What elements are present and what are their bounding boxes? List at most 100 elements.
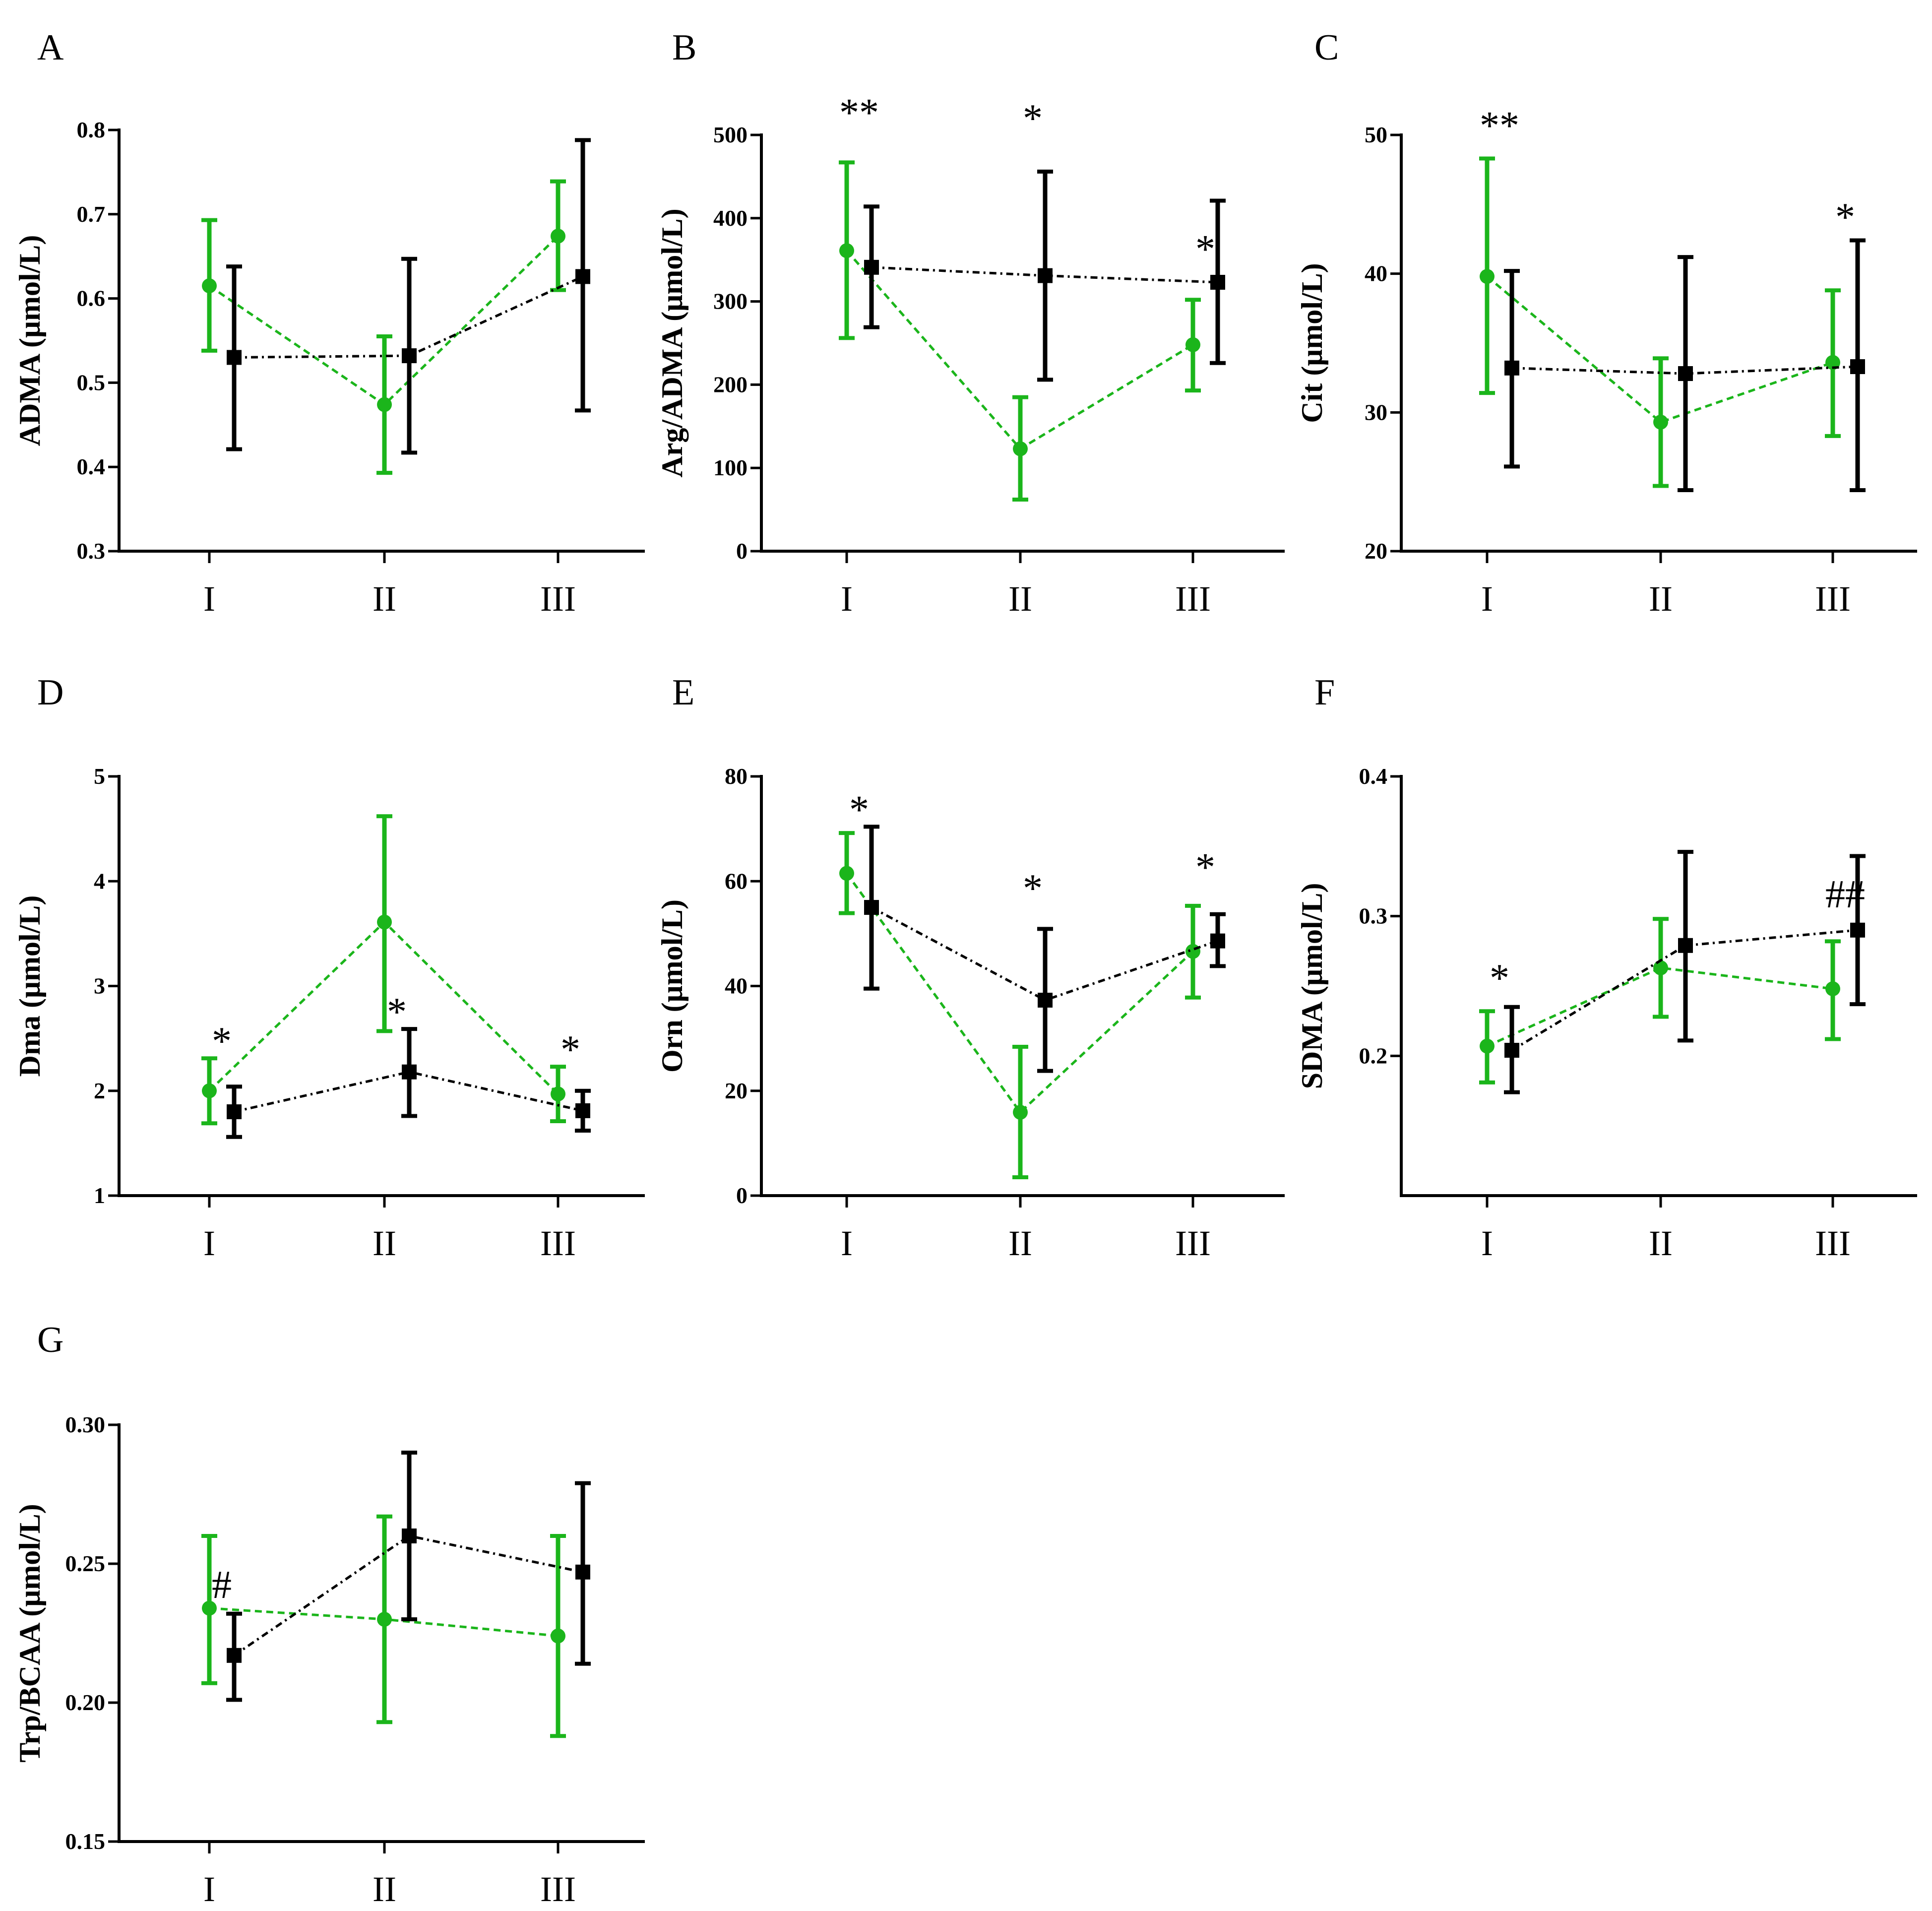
x-tick-label: I bbox=[1481, 1223, 1493, 1263]
x-tick-label: I bbox=[1481, 579, 1493, 619]
y-tick-label: 3 bbox=[94, 973, 105, 999]
x-tick-label: III bbox=[1815, 579, 1851, 619]
data-point-circle bbox=[1825, 981, 1840, 997]
series-black bbox=[1504, 238, 1866, 492]
y-tick-label: 30 bbox=[1365, 399, 1387, 425]
x-tick-label: II bbox=[1649, 1223, 1673, 1263]
y-tick-label: 0.3 bbox=[1359, 903, 1388, 929]
data-point-circle bbox=[551, 1086, 565, 1102]
data-point-circle bbox=[1185, 944, 1200, 959]
y-axis-label: Cit (μmol/L) bbox=[1296, 263, 1328, 423]
significance-marker: ** bbox=[1480, 104, 1519, 148]
panel-letter: B bbox=[672, 27, 696, 68]
data-point-square bbox=[575, 1103, 590, 1118]
data-point-square bbox=[1678, 366, 1693, 382]
y-tick-label: 0.2 bbox=[1359, 1043, 1388, 1068]
y-tick-label: 0.30 bbox=[65, 1412, 106, 1437]
data-point-circle bbox=[377, 397, 392, 412]
data-point-square bbox=[1210, 933, 1225, 949]
x-tick-label: III bbox=[540, 1869, 576, 1909]
y-tick-label: 40 bbox=[725, 973, 748, 999]
significance-marker: * bbox=[561, 1028, 580, 1072]
y-tick-label: 0.20 bbox=[65, 1690, 106, 1715]
panel-letter: G bbox=[37, 1320, 63, 1360]
data-point-circle bbox=[1480, 1038, 1495, 1054]
data-point-circle bbox=[551, 228, 565, 244]
series-black bbox=[864, 825, 1226, 1073]
data-point-square bbox=[1504, 360, 1519, 376]
significance-marker: * bbox=[212, 1019, 232, 1063]
data-point-circle bbox=[551, 1628, 565, 1644]
y-tick-label: 0.5 bbox=[77, 370, 106, 395]
y-axis-label: SDMA (μmol/L) bbox=[1296, 883, 1328, 1089]
data-point-square bbox=[1678, 938, 1693, 953]
data-point-square bbox=[227, 350, 242, 365]
data-point-circle bbox=[839, 866, 854, 881]
data-point-square bbox=[1038, 993, 1053, 1008]
significance-marker: * bbox=[1835, 195, 1855, 239]
significance-marker: ## bbox=[1825, 873, 1865, 916]
data-point-square bbox=[1210, 275, 1225, 290]
significance-marker: * bbox=[1023, 97, 1043, 140]
x-tick-label: I bbox=[841, 1223, 853, 1263]
data-point-square bbox=[402, 1064, 417, 1080]
data-point-square bbox=[575, 269, 590, 284]
x-tick-label: III bbox=[1815, 1223, 1851, 1263]
y-tick-label: 20 bbox=[1365, 538, 1387, 564]
x-tick-label: III bbox=[540, 1223, 576, 1263]
x-tick-label: I bbox=[203, 579, 215, 619]
y-tick-label: 0.25 bbox=[65, 1551, 106, 1576]
x-tick-label: III bbox=[1175, 1223, 1211, 1263]
significance-marker: ** bbox=[839, 91, 879, 134]
series-green bbox=[839, 160, 1201, 502]
y-tick-label: 400 bbox=[713, 205, 748, 231]
data-point-circle bbox=[202, 278, 217, 294]
series-black bbox=[1504, 850, 1866, 1094]
panel-letter: D bbox=[37, 672, 63, 713]
x-tick-label: II bbox=[373, 579, 396, 619]
y-tick-label: 0.8 bbox=[77, 117, 106, 142]
data-point-circle bbox=[202, 1083, 217, 1098]
significance-marker: * bbox=[1490, 956, 1509, 1000]
series-black bbox=[226, 1027, 591, 1139]
data-point-circle bbox=[202, 1600, 217, 1616]
data-point-square bbox=[1038, 268, 1053, 283]
panel-letter: C bbox=[1314, 27, 1339, 68]
y-axis-label: Trp/BCAA (μmol/L) bbox=[13, 1504, 46, 1762]
y-tick-label: 0.4 bbox=[77, 454, 106, 479]
series-green bbox=[201, 814, 566, 1126]
y-tick-label: 0.7 bbox=[77, 201, 106, 227]
y-tick-label: 80 bbox=[725, 764, 748, 789]
significance-marker: * bbox=[1023, 867, 1043, 910]
data-point-circle bbox=[839, 243, 854, 258]
y-tick-label: 50 bbox=[1365, 122, 1387, 147]
significance-marker: * bbox=[1195, 228, 1215, 271]
significance-marker: * bbox=[849, 788, 869, 831]
y-tick-label: 0.3 bbox=[77, 538, 106, 564]
data-point-circle bbox=[1185, 337, 1200, 352]
y-tick-label: 0.6 bbox=[77, 286, 106, 311]
series-green bbox=[201, 1514, 566, 1738]
y-axis-label: Orn (μmol/L) bbox=[656, 899, 688, 1073]
significance-marker: * bbox=[1195, 846, 1215, 890]
data-point-square bbox=[402, 348, 417, 364]
panel-letter: F bbox=[1314, 672, 1335, 713]
x-tick-label: II bbox=[1008, 579, 1032, 619]
data-point-circle bbox=[1480, 269, 1495, 284]
x-tick-label: I bbox=[203, 1223, 215, 1263]
data-point-square bbox=[864, 900, 879, 915]
y-tick-label: 2 bbox=[94, 1078, 105, 1103]
data-point-circle bbox=[1653, 960, 1668, 975]
data-point-circle bbox=[1013, 1105, 1028, 1120]
x-tick-label: II bbox=[373, 1869, 396, 1909]
x-tick-label: III bbox=[540, 579, 576, 619]
data-point-circle bbox=[1013, 441, 1028, 456]
series-black bbox=[864, 169, 1226, 382]
data-point-circle bbox=[1825, 355, 1840, 370]
significance-marker: # bbox=[212, 1563, 232, 1607]
